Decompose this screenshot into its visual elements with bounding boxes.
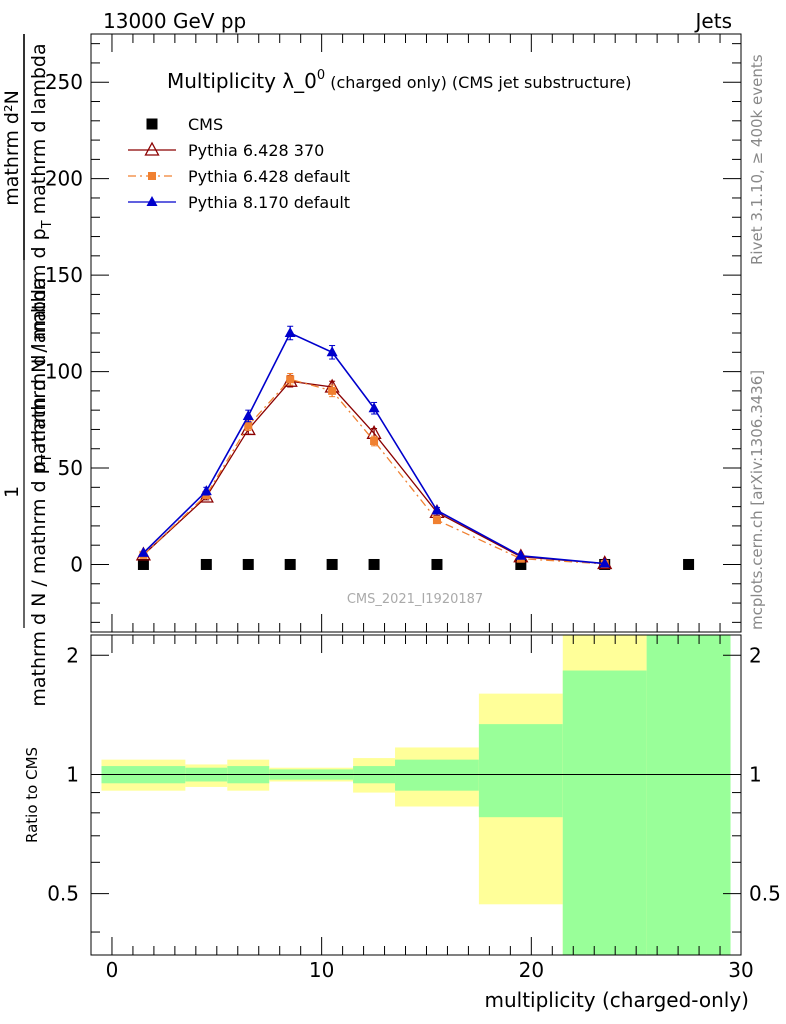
data-point: [242, 409, 254, 420]
ratio-frame: [90, 634, 742, 956]
ratio-ytick-label-right: 0.5: [749, 882, 781, 906]
legend-label: Pythia 6.428 370: [188, 141, 324, 160]
data-point: [326, 346, 338, 357]
ylabel-line1-end: mathrm d lambda: [28, 43, 50, 220]
chart-title-main: Multiplicity λ_0: [167, 69, 317, 93]
main-ytick-label: 250: [45, 70, 83, 94]
ratio-ytick-label: 2: [66, 643, 79, 667]
ratio-ytick-label: 1: [66, 762, 79, 786]
ratio-bands: [101, 635, 731, 955]
category-label: Jets: [694, 9, 732, 33]
data-point: [284, 558, 296, 570]
main-axis-ticks: 0 50 100 150 200 250: [45, 34, 742, 632]
legend-marker: [148, 172, 156, 180]
ratio-axis-ticks: 0.5 0.51 12 20 10 20 30: [47, 635, 781, 982]
ylabel-line1-a: mathrm d N / mathrm d p: [28, 228, 50, 472]
ratio-ytick-label-right: 1: [749, 762, 762, 786]
data-point: [326, 558, 338, 570]
ratio-ylabel: Ratio to CMS: [23, 747, 41, 843]
main-panel: 0 50 100 150 200 250 CMS_2021_I1920187 Multip…: [45, 33, 742, 633]
ylabel-denominator-sub: T: [40, 454, 55, 463]
ratio-xtick-label: 10: [309, 958, 334, 982]
data-point: [242, 558, 254, 570]
energy-label: 13000 GeV pp: [103, 9, 246, 33]
data-point: [200, 485, 212, 496]
ratio-xtick-label: 30: [728, 958, 753, 982]
data-point: [244, 421, 253, 430]
main-series-layer: [135, 325, 695, 570]
xlabel: multiplicity (charged-only): [484, 988, 749, 1012]
legend-label: CMS: [188, 115, 223, 134]
ratio-panel: 0.5 0.51 12 20 10 20 30: [47, 634, 781, 982]
main-ytick-label: 50: [58, 456, 83, 480]
mcplots-label: mcplots.cern.ch [arXiv:1306.3436]: [748, 370, 766, 630]
data-point: [200, 558, 212, 570]
main-ytick-label: 100: [45, 360, 83, 384]
ratio-ytick-label-right: 2: [749, 643, 762, 667]
ratio-band-inner: [562, 670, 647, 955]
data-point: [432, 516, 441, 525]
data-point: [515, 549, 527, 560]
ylabel-numerator: mathrm d²N: [1, 90, 23, 206]
ylabel-line1: mathrm d N / mathrm d pT mathrm d lambda: [28, 43, 55, 472]
ratio-xtick-label: 0: [106, 958, 119, 982]
series-3: [137, 325, 611, 568]
data-point: [286, 375, 295, 384]
ylabel-one: 1: [1, 486, 23, 498]
main-ytick-label: 150: [45, 263, 83, 287]
ylabel-line1-sub: T: [40, 220, 55, 229]
ratio-band-inner: [395, 759, 479, 791]
legend-marker: [146, 196, 158, 206]
legend-label: Pythia 6.428 default: [188, 167, 350, 186]
ratio-ytick-label: 0.5: [47, 882, 79, 906]
data-point: [431, 558, 443, 570]
legend-label: Pythia 8.170 default: [188, 193, 350, 212]
data-point: [328, 386, 337, 395]
ylabel-denominator: mathrm d N / mathrm d pT mathrm d lambda: [28, 277, 55, 706]
legend-marker: [146, 118, 158, 130]
data-point: [599, 557, 611, 568]
data-point: [284, 327, 296, 337]
data-point: [368, 558, 380, 570]
data-point: [368, 402, 380, 413]
data-point: [515, 558, 527, 570]
data-point: [431, 504, 443, 515]
ratio-band-inner: [646, 635, 731, 955]
watermark: CMS_2021_I1920187: [347, 592, 483, 607]
ratio-xtick-label: 20: [519, 958, 544, 982]
chart-title: Multiplicity λ_00 (charged only) (CMS je…: [167, 68, 632, 93]
main-ylabel: mathrm d²N mathrm d N / mathrm d pT math…: [1, 34, 55, 707]
chart-title-suffix: (charged only) (CMS jet substructure): [325, 73, 631, 92]
data-point: [137, 558, 149, 570]
rivet-label: Rivet 3.1.10, ≥ 400k events: [748, 54, 766, 265]
data-point: [370, 437, 379, 446]
chart-title-sup: 0: [317, 68, 325, 83]
main-frame: [90, 33, 742, 633]
ylabel-denominator-end: mathrm d lambda: [28, 277, 50, 454]
data-point: [137, 546, 149, 557]
data-point: [683, 558, 695, 570]
ratio-band-inner: [478, 724, 563, 818]
ylabel-denominator-a: mathrm d N / mathrm d p: [28, 462, 50, 706]
main-ytick-label: 200: [45, 167, 83, 191]
legend: CMS Pythia 6.428 370 Pythia 6.428 default P…: [128, 115, 350, 212]
series-line: [142, 331, 605, 565]
legend-marker: [144, 141, 160, 156]
main-ytick-label: 0: [70, 552, 83, 576]
